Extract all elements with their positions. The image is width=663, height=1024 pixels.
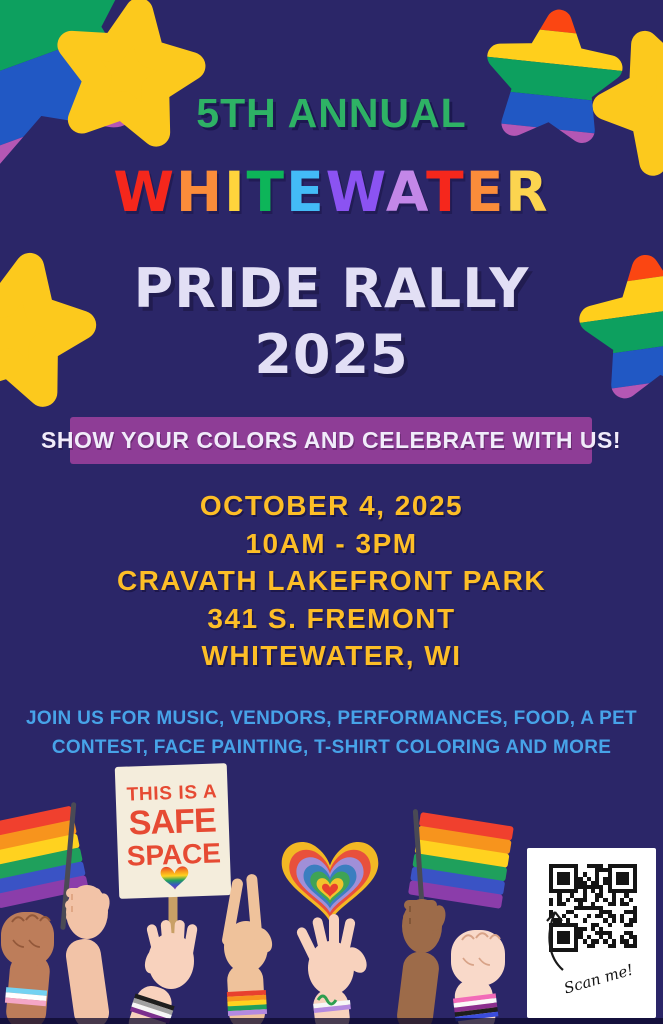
hand-holding-flag-right (397, 899, 446, 1024)
event-city: WHITEWATER, WI (201, 640, 462, 671)
event-description: JOIN US FOR MUSIC, VENDORS, PERFORMANCES… (0, 704, 663, 762)
sign-line3: SPACE (126, 837, 221, 871)
city-letter: H (176, 160, 225, 224)
description-line2: CONTEST, FACE PAINTING, T-SHIRT COLORING… (51, 737, 612, 758)
main-title: PRIDE RALLY 2025 (0, 256, 663, 388)
raised-fist-right (451, 930, 505, 1024)
event-date: OCTOBER 4, 2025 (199, 490, 464, 521)
hand-holding-sign (128, 920, 198, 1024)
flagpole-left (60, 802, 77, 930)
rainbow-star-top-right (463, 0, 643, 170)
rainbow-flag-right (408, 809, 514, 931)
trans-flag-bracelet (4, 987, 48, 1007)
tagline-banner: SHOW YOUR COLORS AND CELEBRATE WITH US! (41, 417, 621, 464)
safe-space-sign: THIS IS A SAFE SPACE (114, 763, 232, 940)
qr-code (549, 864, 637, 952)
event-address: 341 S. FREMONT (207, 602, 456, 634)
main-title-line1: PRIDE RALLY (133, 257, 530, 320)
city-letter: E (286, 160, 326, 224)
sign-line2: SAFE (128, 801, 217, 842)
city-letter: E (465, 160, 506, 224)
open-hand-heart (296, 914, 367, 1024)
raised-fist-left (1, 912, 54, 1024)
description-line1: JOIN US FOR MUSIC, VENDORS, PERFORMANCES… (26, 708, 637, 729)
city-letter: T (246, 160, 287, 224)
event-venue: CRAVATH LAKEFRONT PARK (116, 565, 547, 596)
rainbow-flag-left (0, 802, 89, 930)
qr-card: Scan me! (527, 848, 656, 1018)
event-details: OCTOBER 4, 2025 10AM - 3PM CRAVATH LAKEF… (0, 487, 663, 675)
main-title-line2: 2025 (254, 323, 409, 386)
hand-holding-flag-left (65, 885, 110, 1024)
city-letter: W (325, 160, 386, 224)
city-letter: R (505, 160, 550, 224)
city-title: WHITEWATER (0, 160, 663, 224)
raised-hands-illustration: THIS IS A SAFE SPACE (0, 763, 514, 1024)
scan-arrow-icon (546, 911, 564, 971)
peace-sign-hand (222, 874, 273, 1024)
rainbow-bracelets (226, 989, 268, 1016)
sign-line1: THIS IS A (126, 781, 217, 805)
city-letter: A (385, 160, 427, 224)
city-letter: W (113, 160, 177, 224)
eyebrow-title: 5TH ANNUAL (196, 90, 467, 136)
bottom-edge-strip (0, 1018, 663, 1024)
event-time: 10AM - 3PM (245, 527, 418, 559)
tagline-text: SHOW YOUR COLORS AND CELEBRATE WITH US! (41, 427, 622, 453)
rainbow-heart-large (281, 841, 379, 922)
city-letter: T (426, 160, 466, 224)
green-squiggle-bracelet (316, 994, 338, 1006)
city-letter: I (224, 160, 247, 224)
